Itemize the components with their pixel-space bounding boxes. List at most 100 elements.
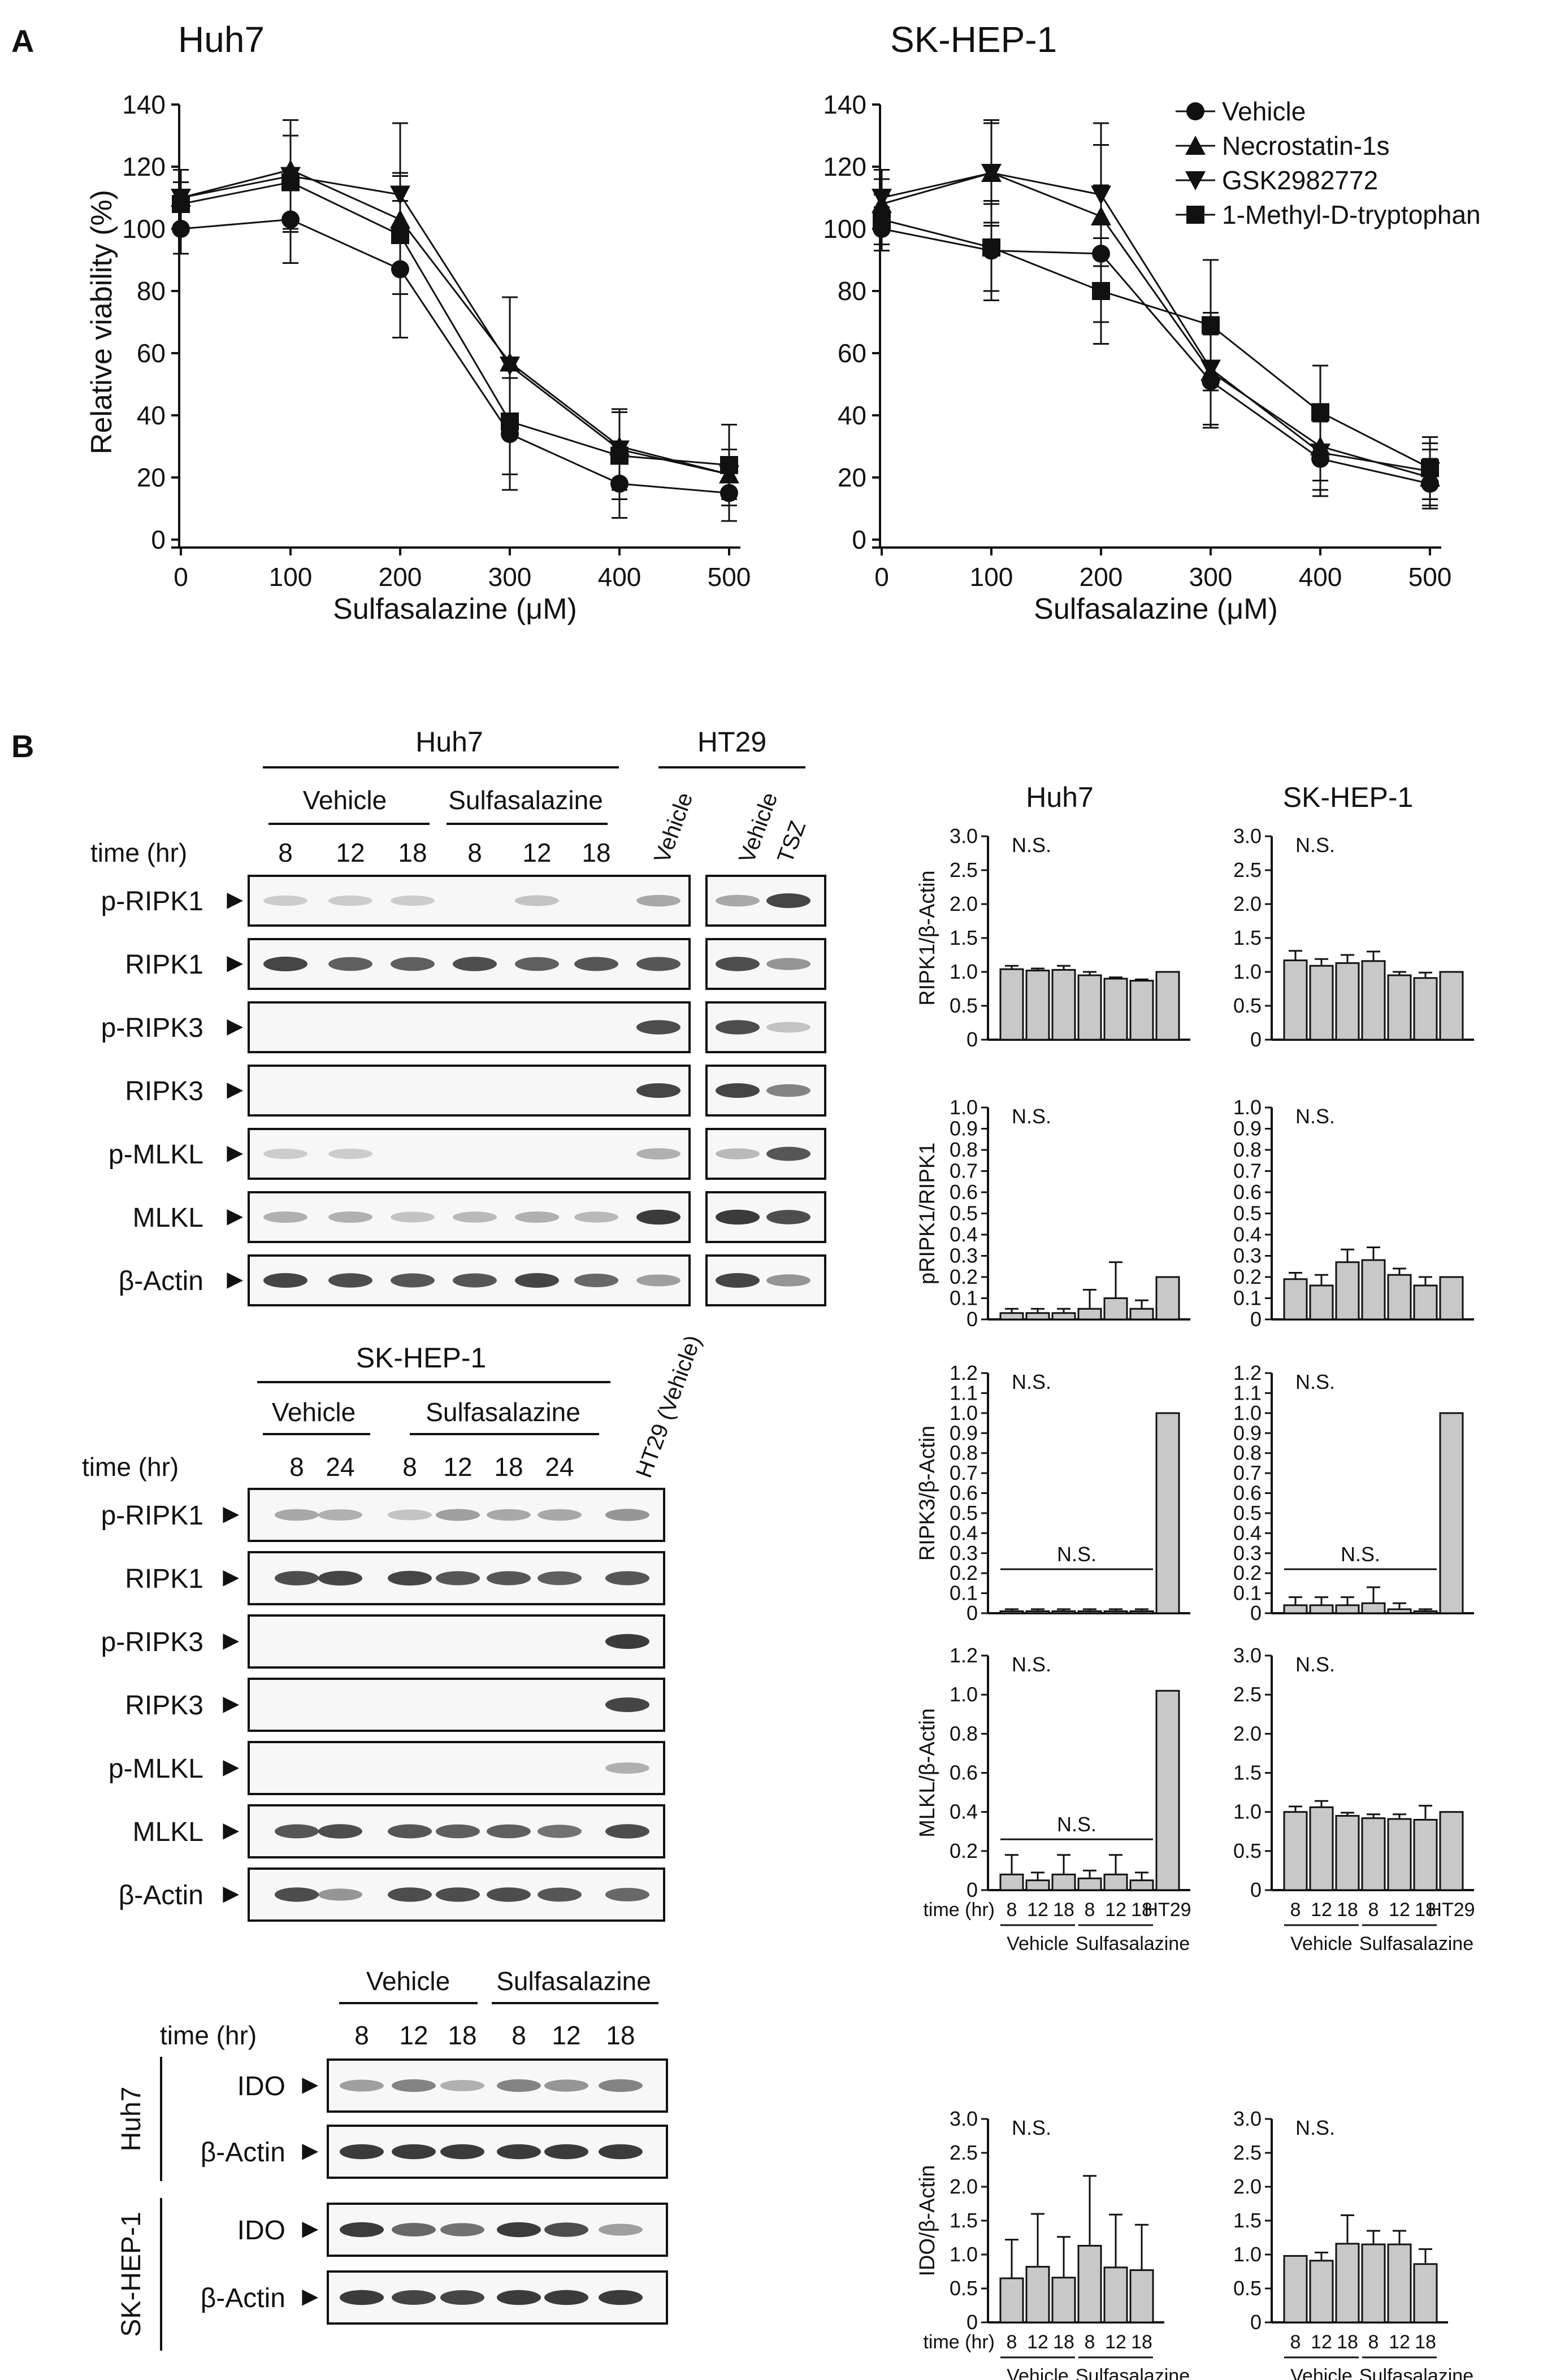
bar3-bar: [1439, 971, 1464, 1041]
bar10-x-tick-label: 12: [1105, 2331, 1126, 2353]
bar3-bar: [1387, 974, 1412, 1041]
bar5-bar: [1387, 1274, 1412, 1321]
bar6-y-tick-label: 0.8: [950, 1441, 978, 1465]
bar4-y-tick-label: 0.2: [950, 1265, 978, 1288]
bar11-y-tick-label: 0.5: [1233, 2277, 1262, 2300]
bar3-bar: [1309, 965, 1334, 1041]
bar8-x-tick-label: HT29: [1144, 1899, 1191, 1921]
line1-x-label: Sulfasalazine (μM): [1034, 593, 1278, 626]
bar-chart-11: 00.51.01.52.02.53.0 N.S.8 12 18 8 12 18Vehicle…: [1233, 2107, 1473, 2380]
blot-skhep-ripk1-band: [538, 1571, 582, 1586]
line0-y-tick-label: 100: [122, 214, 166, 244]
bar7-y-tick-label: 0: [1250, 1601, 1262, 1625]
bar2-bar: [1025, 970, 1050, 1041]
bar7-annotation: N.S.: [1295, 1370, 1335, 1393]
bar9-y-tick-label: 2.0: [1233, 1722, 1262, 1745]
bar7-y-tick-label: 0.2: [1233, 1561, 1262, 1584]
viability-legend: Vehicle Necrostatin-1s GSK2982772 1-Methyl-…: [1176, 97, 1481, 229]
legend-label-gsk2982772: GSK2982772: [1222, 166, 1378, 195]
blot-skhep-ripk3-membrane: [248, 1678, 665, 1732]
bar7-y-tick-label: 1.2: [1233, 1361, 1262, 1384]
bar-chart-9: 00.51.01.52.02.53.0 N.S.8 12 18 8 12 18HT29Veh…: [1233, 1644, 1475, 1955]
bar11-y-tick-label: 2.0: [1233, 2175, 1262, 2198]
blot-huh7-time: 8: [467, 838, 482, 867]
blot-huh7-p-ripk3-label: p-RIPK3: [101, 1013, 203, 1043]
blot-huh7-p-mlkl-arrow-icon: ►: [222, 1138, 249, 1168]
bar5-bar: [1439, 1276, 1464, 1321]
bar8-x-tick-label: 12: [1027, 1899, 1048, 1921]
blot-skhep-ripk3-arrow-icon: ►: [218, 1689, 245, 1719]
line0-point-1-methyl-d-tryptophan: [172, 195, 190, 213]
bar2-y-label: RIPK1/β-Actin: [916, 870, 939, 1005]
bar5-y-tick-label: 0.6: [1233, 1180, 1262, 1204]
bar4-y-tick-label: 0.6: [950, 1180, 978, 1204]
bar11-x-tick-label: 12: [1311, 2331, 1332, 2353]
bar5-y-tick-label: 0.7: [1233, 1159, 1262, 1183]
blot-huh7-p-ripk1-band: [636, 894, 681, 907]
blot-huh7-p-ripk3-band: [766, 1022, 810, 1033]
bar10-bar: [1077, 2244, 1102, 2323]
blot-skhep: SK-HEP-1 Vehicle Sulfasalazine time (hr)…: [82, 1332, 706, 1922]
blot-ido: Vehicle Sulfasalazine time (hr) Huh7 SK-…: [116, 1966, 668, 2351]
blot-huh7: Huh7 HT29 Vehicle Sulfasalazine time (hr…: [90, 726, 826, 1306]
blot-ido-time: 8: [354, 2021, 369, 2050]
bar9-x-tick-label: 12: [1389, 1899, 1410, 1921]
blot-huh7-p-ripk3-membrane: [248, 1001, 691, 1053]
blot-huh7-time: 18: [398, 838, 427, 867]
line0-series-line: [180, 175, 730, 475]
bar3-annotation: N.S.: [1295, 833, 1335, 857]
blot-ido-huh7-actin-band: [392, 2144, 436, 2160]
bar7-bar: [1309, 1604, 1334, 1614]
bar8-y-tick-label: 1.2: [950, 1644, 978, 1667]
line1-y-tick-label: 120: [823, 152, 866, 181]
bar4-y-tick-label: 0.8: [950, 1138, 978, 1161]
blot-ido-huh7-actin-band: [340, 2144, 384, 2160]
blot-huh7-p-mlkl-membrane: [248, 1128, 691, 1180]
bar10-x-label: time (hr): [923, 2331, 995, 2353]
bar2-y-tick-label: 1.5: [950, 926, 978, 949]
bar8-bar: [1077, 1877, 1102, 1891]
blot-huh7-ripk1-band: [766, 958, 810, 970]
blot-ido-time: 18: [448, 2021, 476, 2050]
blot-skhep-time: 8: [289, 1452, 304, 1482]
blot-ido-skhep-label: SK-HEP-1: [116, 2212, 146, 2336]
bar11-y-tick-label: 2.5: [1233, 2141, 1262, 2164]
blot-skhep-rows: 8 24 8 12 18 24 p-RIPK1 ► RIPK1 ► p-RIPK3 ► RIPK3 ► p-…: [101, 1452, 665, 1922]
bar8-bar: [1155, 1690, 1180, 1891]
line0-point-1-methyl-d-tryptophan: [281, 173, 300, 192]
bar4-bar: [1129, 1308, 1154, 1321]
bar2-y-tick-label: 2.0: [950, 892, 978, 915]
blot-skhep-ripk1-band: [436, 1571, 480, 1586]
blot-huh7-actin-band: [515, 1273, 559, 1288]
blot-ido-skhep-ido-band: [392, 2223, 436, 2236]
blot-huh7-ripk1-band: [391, 957, 435, 971]
blot-skhep-p-ripk3-membrane: [248, 1614, 665, 1669]
bar8-y-tick-label: 0.6: [950, 1761, 978, 1784]
bar6-y-tick-label: 0.7: [950, 1461, 978, 1484]
line0-x-tick-label: 200: [379, 562, 422, 592]
bar6-y-tick-label: 0.9: [950, 1421, 978, 1444]
line0-y-tick-label: 20: [137, 463, 166, 492]
bar6-y-label: RIPK3/β-Actin: [916, 1426, 939, 1561]
blot-ido-time-label: time (hr): [160, 2021, 257, 2050]
panel-b-label: B: [11, 728, 34, 764]
line1-y-tick-label: 60: [838, 338, 866, 368]
blot-huh7-p-ripk3-band: [636, 1020, 681, 1035]
bar11-x-tick-label: 8: [1368, 2331, 1379, 2353]
bar8-x-tick-label: 8: [1007, 1899, 1017, 1921]
bar4-bar: [1077, 1308, 1102, 1321]
bar8-annotation: N.S.: [1012, 1653, 1051, 1676]
bar9-y-tick-label: 2.5: [1233, 1683, 1262, 1706]
bar6-y-tick-label: 1.2: [950, 1361, 978, 1384]
bar6-ns-line-label: N.S.: [1057, 1543, 1096, 1566]
blot-ido-skhep-actin-band: [599, 2290, 643, 2305]
line1-y-tick-label: 40: [838, 401, 866, 430]
blot-skhep-p-ripk1-band: [318, 1509, 362, 1521]
bar6-bar: [1103, 1610, 1128, 1614]
blot-skhep-p-ripk1-band: [605, 1509, 649, 1521]
bar11-bar: [1387, 2243, 1412, 2323]
blot-huh7-ripk3-membrane: [248, 1065, 691, 1117]
blot-huh7-p-ripk1-membrane: [248, 875, 691, 927]
blot-ido-huh7-actin-arrow-icon: ►: [297, 2136, 324, 2166]
blot-ido-skhep-actin-band: [392, 2290, 436, 2305]
